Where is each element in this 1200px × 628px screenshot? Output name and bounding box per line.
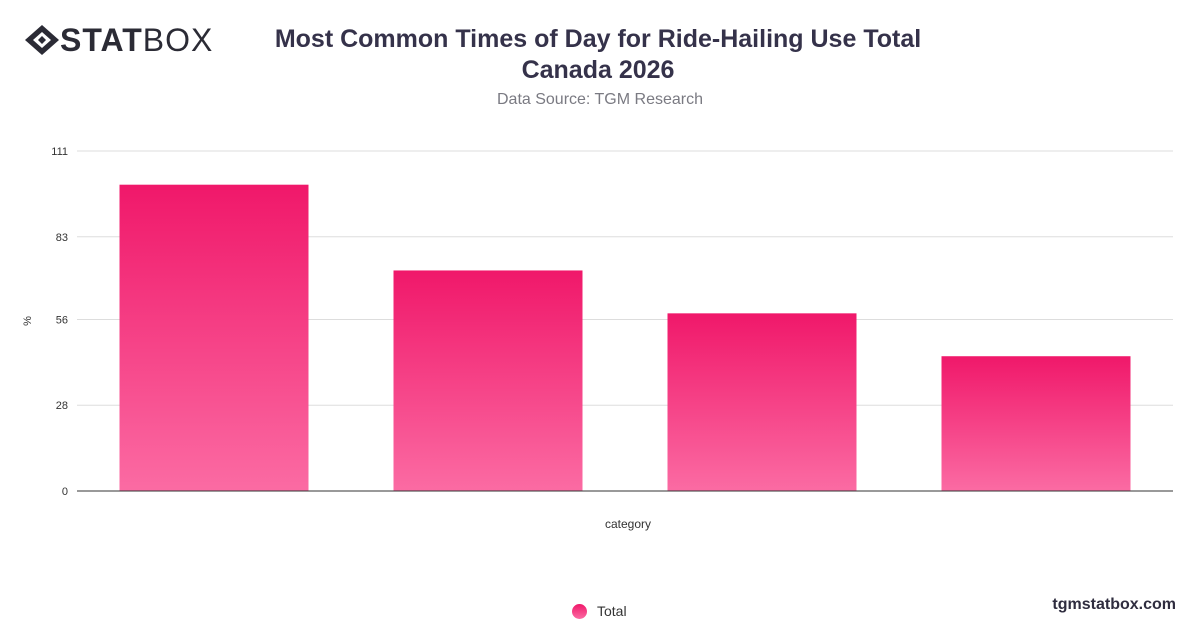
bar-4[interactable]	[941, 356, 1131, 491]
bar-3[interactable]	[667, 313, 857, 491]
footer-site-link[interactable]: tgmstatbox.com	[1052, 596, 1176, 613]
y-tick-label: 83	[56, 232, 68, 244]
chart-title: Most Common Times of Day for Ride-Hailin…	[274, 25, 922, 84]
bar-1[interactable]	[119, 184, 309, 491]
logo-bold-text: STAT	[60, 22, 143, 58]
logo-wordmark: STATBOX	[60, 22, 213, 58]
bars	[119, 184, 1131, 491]
bar-2[interactable]	[393, 270, 583, 491]
y-axis-title: %	[22, 316, 34, 326]
axes: 0 28 56 83 111	[51, 146, 1173, 498]
chart-subtitle: Data Source: TGM Research	[496, 91, 703, 108]
statbox-logo: STATBOX	[24, 22, 213, 58]
logo-light-text: BOX	[142, 22, 214, 58]
y-tick-label: 111	[51, 146, 68, 158]
legend-swatch	[572, 603, 587, 619]
legend[interactable]: Total	[572, 600, 627, 622]
diamond-logo-icon	[25, 25, 59, 55]
x-axis-title: category	[605, 517, 651, 531]
y-tick-label: 0	[62, 486, 68, 498]
legend-label: Total	[597, 603, 627, 619]
y-tick-label: 28	[56, 400, 68, 412]
y-tick-label: 56	[56, 314, 68, 326]
